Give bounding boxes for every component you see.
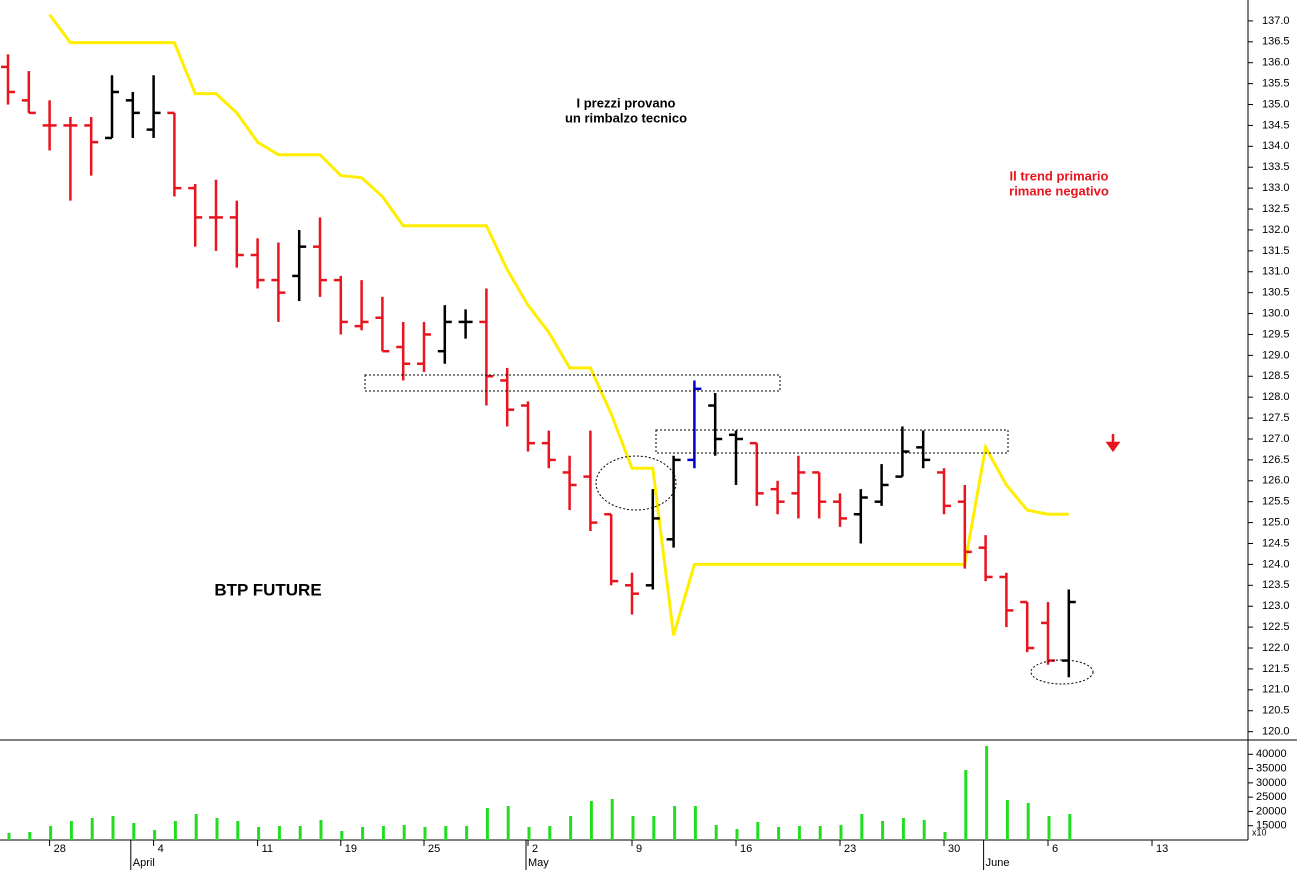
y-tick-label: 125.0 [1262,517,1290,529]
y-tick-label: 134.0 [1262,140,1290,152]
x-tick-label: 2 [532,843,538,855]
y-tick-label: 137.0 [1262,15,1290,27]
y-tick-label: 122.0 [1262,642,1290,654]
y-tick-label: 120.5 [1262,705,1290,717]
x-tick-label: 19 [345,843,357,855]
y-tick-label: 124.5 [1262,537,1290,549]
y-tick-label: 134.5 [1262,119,1290,131]
y-tick-label: 123.0 [1262,600,1290,612]
y-tick-label: 127.5 [1262,412,1290,424]
y-tick-label: 136.0 [1262,57,1290,69]
y-tick-label: 126.0 [1262,475,1290,487]
y-tick-label: 127.0 [1262,433,1290,445]
y-tick-label: 133.0 [1262,182,1290,194]
y-tick-label: 120.0 [1262,726,1290,738]
chart-title: BTP FUTURE [214,580,321,599]
y-tick-label: 129.5 [1262,328,1290,340]
y-tick-label: 129.0 [1262,349,1290,361]
x-tick-label: 23 [844,843,856,855]
y-tick-label: 125.5 [1262,496,1290,508]
resistance-box [364,374,781,392]
y-tick-label: 131.5 [1262,245,1290,257]
y-tick-label: 130.5 [1262,287,1290,299]
y-tick-label: 130.0 [1262,307,1290,319]
annotation: Il trend primario [1010,168,1109,183]
x-tick-label: 25 [428,843,440,855]
y-tick-label: 128.0 [1262,391,1290,403]
moving-average [48,13,1069,636]
x-tick-label: 30 [948,843,960,855]
month-label: June [986,857,1010,869]
y-tick-label: 126.5 [1262,454,1290,466]
y-tick-label: 135.5 [1262,78,1290,90]
y-tick-label: 124.0 [1262,558,1290,570]
x-tick-label: 4 [158,843,164,855]
y-tick-label: 133.5 [1262,161,1290,173]
annotation: un rimbalzo tecnico [565,110,687,125]
annotation: I prezzi provano [577,95,676,110]
month-label: April [133,857,155,869]
volume-tick-label: 15000 [1256,820,1287,832]
y-tick-label: 122.5 [1262,621,1290,633]
x-tick-label: 28 [54,843,66,855]
volume-tick-label: 35000 [1256,762,1287,774]
volume-tick-label: 25000 [1256,791,1287,803]
y-tick-label: 132.0 [1262,224,1290,236]
annotation: rimane negativo [1009,183,1109,198]
y-tick-label: 128.5 [1262,370,1290,382]
y-tick-label: 132.5 [1262,203,1290,215]
volume-tick-label: 40000 [1256,748,1287,760]
x-tick-label: 13 [1156,843,1168,855]
x-tick-label: 11 [262,843,273,855]
y-tick-label: 136.5 [1262,36,1290,48]
highlight-ellipse [595,455,677,511]
highlight-ellipse [1030,659,1094,685]
price-plot [1,13,1076,678]
volume-tick-label: 20000 [1256,805,1287,817]
y-tick-label: 123.5 [1262,579,1290,591]
down-arrow [1105,434,1121,453]
volume-tick-label: 30000 [1256,777,1287,789]
month-label: May [528,857,549,869]
y-tick-label: 121.5 [1262,663,1290,675]
x-tick-label: 6 [1052,843,1058,855]
resistance-box [655,429,1009,454]
y-tick-label: 121.0 [1262,684,1290,696]
x-tick-label: 16 [740,843,752,855]
y-tick-label: 131.0 [1262,266,1290,278]
y-tick-label: 135.0 [1262,98,1290,110]
volume-multiplier: x10 [1252,827,1267,837]
x-tick-label: 9 [636,843,642,855]
